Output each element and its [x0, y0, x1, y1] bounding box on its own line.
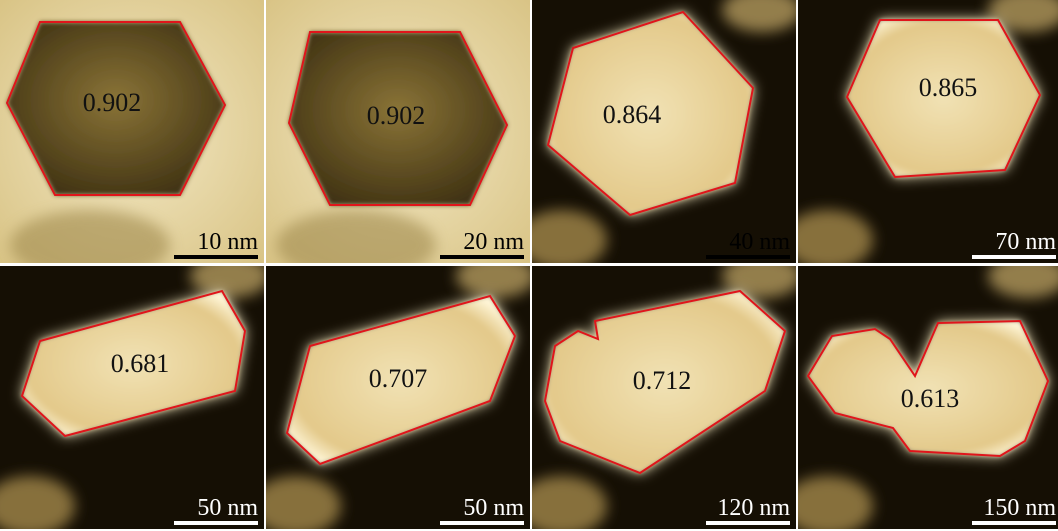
- neighbor-particle: [722, 0, 796, 32]
- outline: [285, 294, 517, 466]
- scale-label: 120 nm: [717, 495, 790, 521]
- scale-bar: [440, 521, 524, 525]
- aspect-value: 0.902: [83, 88, 142, 117]
- neighbor-particle: [988, 266, 1058, 298]
- scale-bar: [706, 521, 790, 525]
- aspect-value: 0.864: [603, 100, 662, 129]
- scale-label: 20 nm: [463, 229, 524, 255]
- scale-bar: [174, 521, 258, 525]
- panel: 0.707 50 nm: [266, 266, 530, 529]
- outline: [806, 319, 1050, 458]
- neighbor-particle: [190, 266, 264, 298]
- panel-content: 0.613 150 nm: [798, 266, 1058, 529]
- aspect-value: 0.712: [633, 366, 692, 395]
- scale-label: 40 nm: [729, 229, 790, 255]
- panel-content: 0.902 10 nm: [0, 0, 264, 263]
- particle: [289, 32, 507, 205]
- aspect-value: 0.902: [367, 101, 426, 130]
- panel-content: 0.865 70 nm: [798, 0, 1058, 263]
- neighbor-particle: [798, 476, 873, 529]
- panel-content: 0.712 120 nm: [532, 266, 796, 529]
- outline: [5, 21, 227, 196]
- panel: 0.864 40 nm: [532, 0, 796, 263]
- scale-bar: [706, 255, 790, 259]
- panel: 0.613 150 nm: [798, 266, 1058, 529]
- particle: [808, 321, 1048, 456]
- panel: 0.865 70 nm: [798, 0, 1058, 263]
- particle: [545, 291, 785, 473]
- outline: [20, 289, 247, 438]
- neighbor-particle: [532, 476, 607, 529]
- neighbor-particle: [266, 476, 341, 529]
- scale-label: 50 nm: [197, 495, 258, 521]
- outline: [546, 10, 755, 217]
- neighbor-particle: [532, 210, 607, 263]
- panel: 0.681 50 nm: [0, 266, 264, 529]
- scale-bar: [972, 521, 1056, 525]
- scale-bar: [174, 255, 258, 259]
- panel-content: 0.902 20 nm: [266, 0, 530, 263]
- particle: [287, 296, 515, 464]
- neighbor-particle: [798, 210, 873, 263]
- particle: [7, 22, 225, 195]
- scale-label: 150 nm: [983, 495, 1056, 521]
- scale-label: 70 nm: [995, 229, 1056, 255]
- neighbor-particle: [0, 476, 75, 529]
- aspect-value: 0.681: [111, 349, 170, 378]
- panel-content: 0.864 40 nm: [532, 0, 796, 263]
- particle: [847, 20, 1040, 177]
- panel-content: 0.707 50 nm: [266, 266, 530, 529]
- panel-content: 0.681 50 nm: [0, 266, 264, 529]
- particle: [22, 291, 245, 436]
- panel: 0.712 120 nm: [532, 266, 796, 529]
- panel: 0.902 20 nm: [266, 0, 530, 263]
- outline: [543, 289, 787, 475]
- neighbor-particle: [722, 266, 796, 298]
- scale-label: 10 nm: [197, 229, 258, 255]
- neighbor-particle: [10, 210, 170, 263]
- scale-bar: [972, 255, 1056, 259]
- aspect-value: 0.865: [919, 73, 978, 102]
- aspect-value: 0.707: [369, 364, 428, 393]
- outline: [845, 19, 1042, 179]
- scale-label: 50 nm: [463, 495, 524, 521]
- neighbor-particle: [456, 266, 530, 298]
- aspect-value: 0.613: [901, 384, 960, 413]
- outline: [287, 31, 509, 206]
- panel: 0.902 10 nm: [0, 0, 264, 263]
- particle: [548, 12, 753, 215]
- neighbor-particle: [276, 210, 436, 263]
- neighbor-particle: [988, 0, 1058, 32]
- scale-bar: [440, 255, 524, 259]
